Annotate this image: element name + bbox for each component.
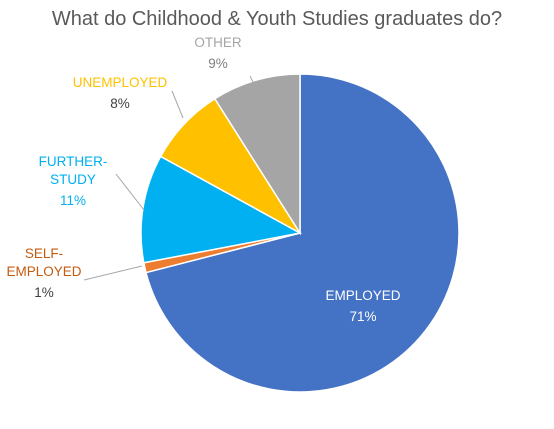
slice-label-other: OTHER xyxy=(194,35,242,50)
pie-slice-employed xyxy=(145,73,460,393)
slice-value-further-study: 11% xyxy=(60,193,86,208)
leader-line-other xyxy=(249,75,261,97)
leader-line-unemployed xyxy=(171,90,184,119)
slice-label-unemployed: UNEMPLOYED xyxy=(73,75,168,90)
chart-title: What do Childhood & Youth Studies gradua… xyxy=(51,8,503,30)
slice-value-self-employed: 1% xyxy=(34,285,54,300)
slice-label-self-employed: SELF- xyxy=(25,246,63,261)
leader-line-self-employed xyxy=(83,265,143,281)
slice-value-employed: 71% xyxy=(349,309,376,324)
slice-label-employed: EMPLOYED xyxy=(325,288,400,303)
slice-value-unemployed: 8% xyxy=(110,96,130,111)
pie-slice-other xyxy=(213,73,301,236)
leader-line-further-study xyxy=(115,173,145,211)
slice-value-other: 9% xyxy=(208,56,228,71)
slice-label-self-employed: EMPLOYED xyxy=(6,264,81,279)
slice-label-further-study: FURTHER- xyxy=(39,154,108,169)
slice-label-further-study: STUDY xyxy=(50,172,96,187)
